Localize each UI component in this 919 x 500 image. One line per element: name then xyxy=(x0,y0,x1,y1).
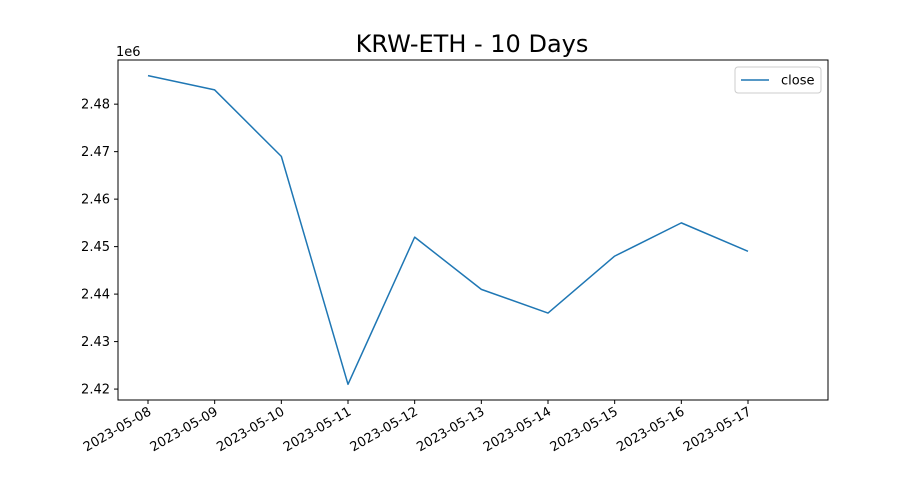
y-tick-label: 2.43 xyxy=(81,335,110,350)
legend: close xyxy=(734,66,822,94)
plot-frame xyxy=(117,59,829,401)
legend-box xyxy=(734,66,822,94)
y-tick-label: 2.47 xyxy=(81,145,110,160)
legend-label: close xyxy=(781,74,814,89)
y-tick-label: 2.42 xyxy=(81,383,110,398)
y-tick-label: 2.48 xyxy=(81,98,110,113)
chart-title: KRW-ETH - 10 Days xyxy=(356,30,589,58)
y-tick-label: 2.44 xyxy=(81,288,110,303)
series-line xyxy=(147,74,749,386)
y-offset-label: 1e6 xyxy=(116,45,141,60)
y-tick-label: 2.45 xyxy=(81,240,110,255)
y-tick-label: 2.46 xyxy=(81,193,110,208)
